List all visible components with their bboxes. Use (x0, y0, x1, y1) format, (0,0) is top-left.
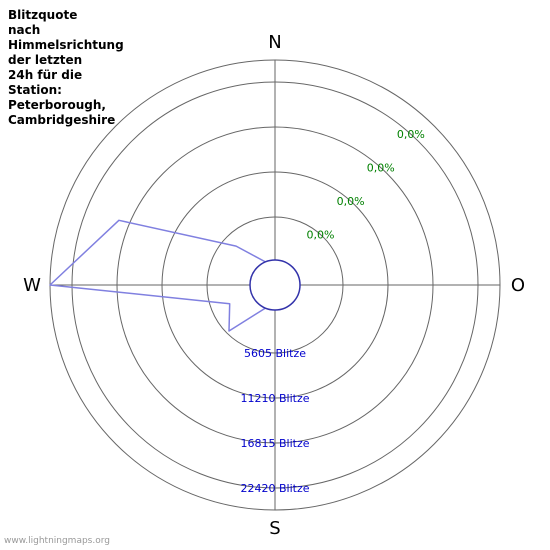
compass-e: O (511, 275, 525, 296)
polar-chart: N S W O 0,0% 0,0% 0,0% 0,0% 5605 Blitze 1121… (0, 0, 550, 550)
ring-label-percent: 0,0% (397, 128, 425, 141)
ring-label-count: 16815 Blitze (240, 437, 309, 450)
footer-credit: www.lightningmaps.org (4, 536, 110, 546)
ring-label-percent: 0,0% (367, 162, 395, 175)
ring-label-count: 11210 Blitze (240, 392, 309, 405)
compass-w: W (23, 275, 41, 296)
ring-label-count: 22420 Blitze (240, 482, 309, 495)
compass-s: S (269, 518, 280, 539)
ring-label-percent: 0,0% (307, 228, 335, 241)
ring-label-count: 5605 Blitze (244, 347, 306, 360)
compass-n: N (268, 32, 281, 53)
ring-label-percent: 0,0% (337, 195, 365, 208)
